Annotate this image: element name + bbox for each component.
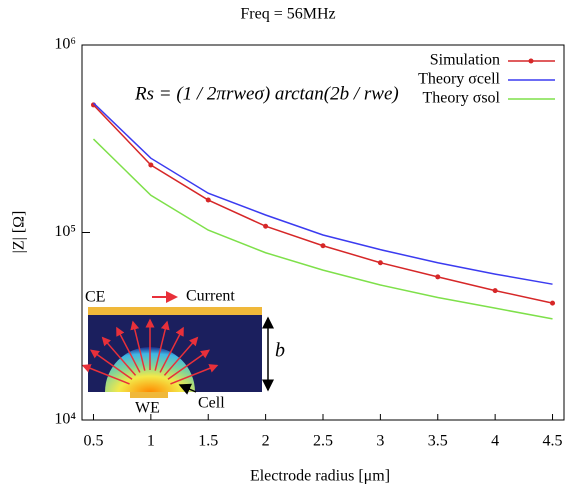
series-marker <box>205 197 211 203</box>
working-electrode <box>130 392 168 398</box>
current-ray <box>170 364 219 385</box>
we-label: WE <box>135 400 160 417</box>
x-tick-label: 4.5 <box>543 433 563 450</box>
counter-electrode <box>88 307 262 315</box>
x-tick-label: 2.5 <box>313 433 333 450</box>
current-ray <box>154 320 170 371</box>
legend-marker <box>528 58 534 64</box>
x-tick-label: 3.5 <box>428 433 448 450</box>
inset-diagram: CE Current b WE Cell <box>81 288 285 417</box>
current-ray <box>81 364 130 385</box>
series-line <box>92 138 553 320</box>
series-line <box>92 104 553 304</box>
y-tick-label: 10⁴ <box>54 411 76 428</box>
formula: Rs = (1 / 2πrweσ) arctan(2b / rwe) <box>134 83 399 104</box>
series-marker <box>435 274 441 280</box>
x-tick-label: 3 <box>376 433 384 450</box>
current-ray <box>89 349 133 380</box>
y-axis-label: |Z| [Ω] <box>11 211 28 254</box>
current-ray <box>163 336 199 376</box>
series-marker <box>320 243 326 249</box>
series-marker <box>148 162 154 168</box>
x-tick-label: 0.5 <box>83 433 103 450</box>
series-marker <box>377 260 383 266</box>
series-marker <box>550 300 556 306</box>
cell-arrow <box>178 383 197 395</box>
cell-label: Cell <box>198 395 225 412</box>
series-marker <box>263 223 269 229</box>
current-ray <box>130 320 146 371</box>
x-tick-label: 1 <box>147 433 155 450</box>
legend-label: Theory σsol <box>423 90 501 107</box>
ce-label: CE <box>85 289 105 306</box>
x-tick-label: 2 <box>262 433 270 450</box>
current-label: Current <box>186 288 235 305</box>
legend-label: Simulation <box>430 52 500 69</box>
x-axis-label: Electrode radius [μm] <box>250 468 390 485</box>
series-line <box>92 102 553 285</box>
chart-title: Freq = 56MHz <box>240 6 335 23</box>
legend-label: Theory σcell <box>418 71 500 88</box>
current-ray <box>167 349 211 380</box>
current-ray <box>159 326 184 373</box>
x-tick-label: 1.5 <box>198 433 218 450</box>
x-tick-label: 4 <box>491 433 499 450</box>
y-tick-label: 10⁶ <box>54 36 76 53</box>
y-tick-label: 10⁵ <box>54 223 76 240</box>
current-ray <box>101 336 137 376</box>
series-marker <box>492 288 498 294</box>
current-ray <box>116 326 141 373</box>
b-label: b <box>275 340 285 362</box>
